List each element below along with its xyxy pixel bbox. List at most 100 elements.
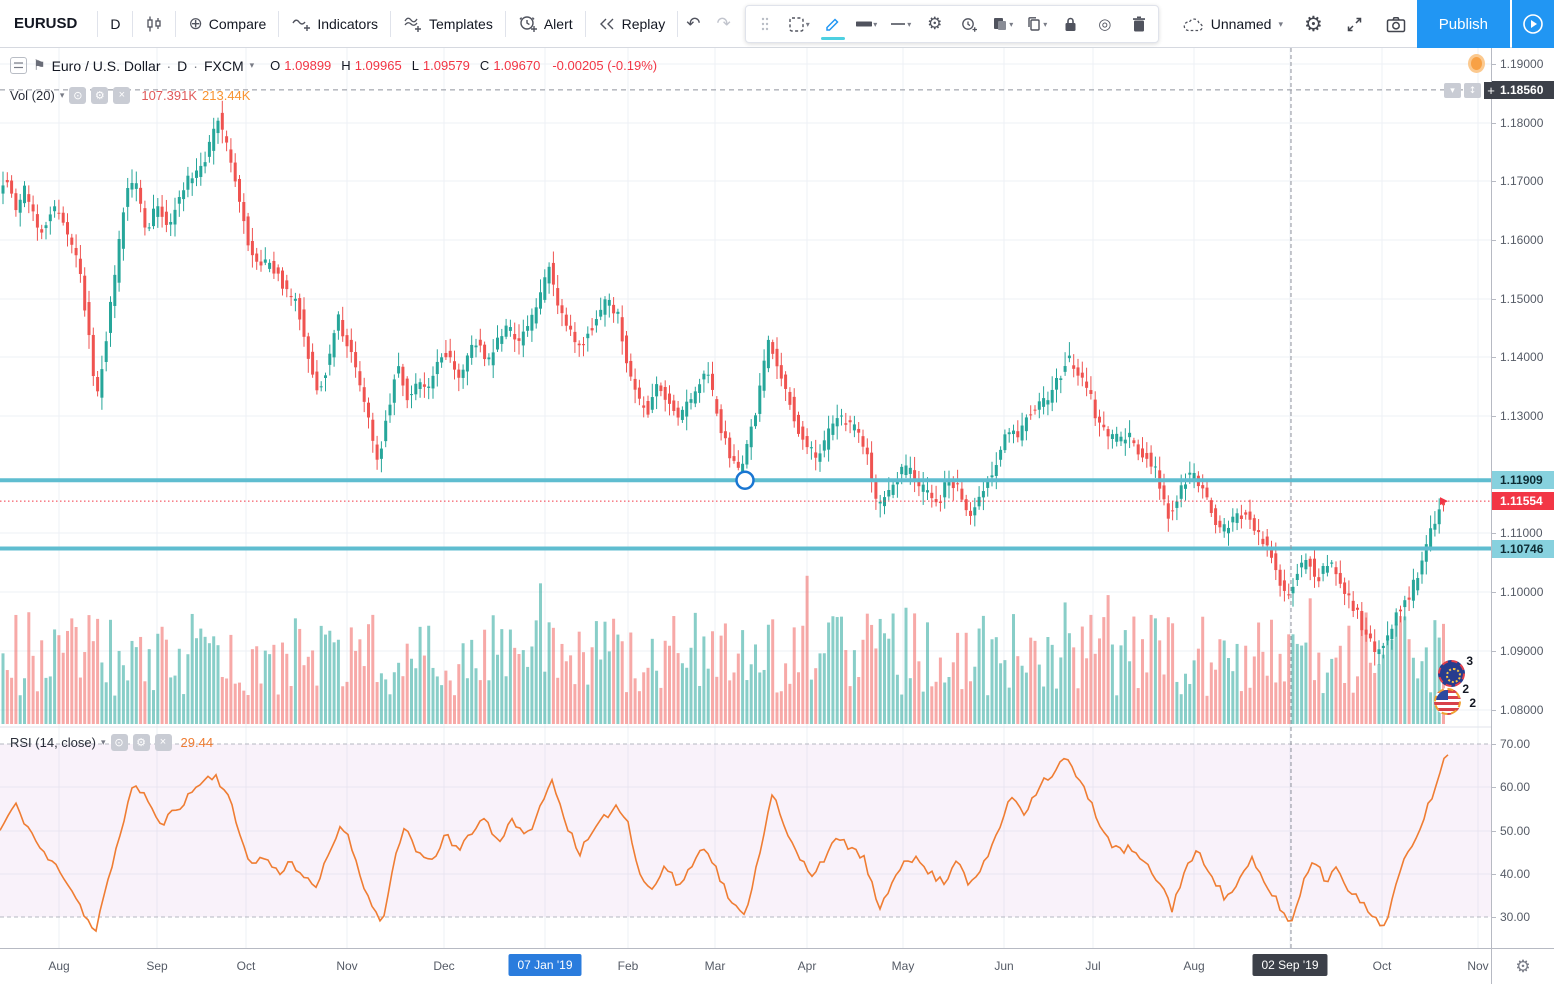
redo-button[interactable]: ↷	[716, 13, 731, 34]
symbol-search-button[interactable]: EURUSD	[14, 15, 78, 32]
time-tick-label: Nov	[1467, 959, 1489, 973]
open-label: O	[270, 58, 281, 73]
legend-menu-icon[interactable]	[10, 57, 27, 74]
add-alert-on-drawing-button[interactable]	[952, 7, 986, 41]
toolbar-separator	[504, 10, 506, 37]
templates-button[interactable]: Templates	[391, 0, 505, 48]
toolbar-separator	[278, 10, 280, 37]
alert-line-controls: ▾ ↕ +	[1444, 82, 1498, 99]
alert-button[interactable]: Alert	[506, 0, 585, 48]
chart-style-button[interactable]	[133, 0, 175, 48]
lock-button[interactable]	[1054, 7, 1088, 41]
alert-collapse-button[interactable]: ▾	[1444, 83, 1461, 98]
layout-name-label: Unnamed	[1210, 16, 1272, 32]
hide-drawings-button[interactable]: ◎	[1098, 15, 1112, 33]
volume-hide-icon[interactable]: ⊙	[69, 87, 87, 104]
notification-dot-icon[interactable]	[1468, 54, 1485, 73]
axis-tick-label: 1.09000	[1491, 644, 1544, 658]
price-badge[interactable]: 1.18560	[1492, 81, 1554, 99]
time-tick-label: Nov	[336, 959, 358, 973]
chevron-down-icon: ▾	[907, 19, 912, 29]
time-badge[interactable]: 02 Sep '19	[1252, 954, 1328, 976]
axis-tick-label: 1.16000	[1491, 233, 1544, 247]
rsi-remove-icon[interactable]: ×	[154, 734, 172, 751]
low-label: L	[411, 58, 419, 73]
interval-button[interactable]: D	[110, 15, 121, 32]
toolbar-separator	[175, 10, 177, 37]
alert-add-button[interactable]: +	[1484, 82, 1498, 99]
symbol-title[interactable]: Euro / U.S. Dollar	[51, 57, 161, 74]
volume-label[interactable]: Vol (20)	[10, 88, 55, 103]
rsi-label[interactable]: RSI (14, close)	[10, 735, 96, 750]
indicators-icon	[291, 15, 311, 33]
time-tick-label: Jun	[994, 959, 1014, 973]
gear-icon: ⚙	[1515, 956, 1531, 977]
drawing-settings-button[interactable]: ⚙	[927, 14, 943, 34]
indicators-label: Indicators	[317, 15, 379, 32]
snapshot-camera-button[interactable]	[1375, 16, 1417, 33]
chart-area[interactable]: ⚑ Euro / U.S. Dollar · D · FXCM ▾ O 1.09…	[0, 48, 1554, 984]
axis-tick-label: 1.15000	[1491, 292, 1544, 306]
alert-label: Alert	[543, 15, 573, 32]
us-event-marker[interactable]: 2 2	[1434, 682, 1476, 715]
compare-button[interactable]: ⊕ Compare	[176, 0, 278, 48]
time-tick-label: Oct	[236, 959, 256, 973]
us-flag-icon	[1434, 688, 1461, 715]
volume-remove-icon[interactable]: ×	[113, 87, 131, 104]
volume-settings-icon[interactable]: ⚙	[91, 87, 109, 104]
volume-ma-value: 213.44K	[202, 88, 251, 103]
toolbar-separator	[132, 10, 134, 37]
indicators-button[interactable]: Indicators	[279, 0, 390, 48]
price-chart-canvas[interactable]	[0, 48, 1491, 948]
time-tick-label: Apr	[797, 959, 817, 973]
chevron-down-icon[interactable]: ▾	[59, 90, 65, 100]
replay-button[interactable]: Replay	[586, 0, 678, 48]
remove-drawings-button[interactable]	[1122, 7, 1156, 41]
chart-properties-button[interactable]: ⚙	[1303, 12, 1323, 36]
symbol-exchange[interactable]: FXCM	[203, 57, 244, 74]
copy-button[interactable]: ▾	[1020, 7, 1054, 41]
price-badge[interactable]: 1.11554	[1492, 492, 1554, 510]
fullscreen-button[interactable]	[1334, 15, 1375, 34]
chevron-down-icon: ▾	[873, 19, 878, 29]
axis-tick-label: 30.00	[1491, 910, 1531, 924]
rsi-hide-icon[interactable]: ⊙	[110, 734, 128, 751]
drag-handle[interactable]	[748, 7, 782, 41]
line-style-button[interactable]: ▾	[884, 7, 918, 41]
selection-tool-button[interactable]: ▾	[782, 7, 816, 41]
undo-button[interactable]: ↶	[686, 13, 701, 34]
axis-tick-label: 1.14000	[1491, 350, 1544, 364]
ohlc-values: O 1.09899 H 1.09965 L 1.09579 C 1.09670 …	[270, 58, 657, 73]
time-tick-label: Sep	[146, 959, 168, 973]
publish-idea-play-button[interactable]	[1512, 0, 1554, 48]
axis-tick-label: 1.13000	[1491, 409, 1544, 423]
clone-button[interactable]: ▾	[986, 7, 1020, 41]
layout-menu-button[interactable]: Unnamed ▾	[1173, 16, 1293, 32]
chevron-down-icon[interactable]: ▾	[249, 60, 255, 70]
draw-tool-button[interactable]	[816, 7, 850, 41]
rsi-settings-icon[interactable]: ⚙	[132, 734, 150, 751]
price-badge[interactable]: 1.10746	[1492, 540, 1554, 558]
symbol-interval[interactable]: D	[177, 57, 188, 74]
price-badge[interactable]: 1.11909	[1492, 471, 1554, 489]
time-tick-label: Feb	[617, 959, 639, 973]
chevron-down-icon[interactable]: ▾	[100, 737, 106, 747]
chevron-down-icon: ▾	[1278, 18, 1283, 29]
symbol-legend: ⚑ Euro / U.S. Dollar · D · FXCM ▾ O 1.09…	[10, 57, 657, 74]
time-tick-label: Mar	[704, 959, 726, 973]
alert-move-button[interactable]: ↕	[1464, 83, 1481, 98]
eu-event-count: 3	[1466, 654, 1473, 668]
publish-button[interactable]: Publish	[1416, 0, 1510, 48]
eu-event-marker[interactable]: 3	[1438, 654, 1473, 687]
axis-tick-label: 1.08000	[1491, 703, 1544, 717]
drawing-toolbar: ▾ ▾ ▾ ⚙ ▾	[744, 5, 1159, 43]
axis-settings-corner[interactable]: ⚙	[1491, 948, 1554, 984]
line-width-button[interactable]: ▾	[850, 7, 884, 41]
toolbar-separator	[97, 10, 99, 37]
time-badge[interactable]: 07 Jan '19	[508, 954, 582, 976]
chevron-down-icon: ▾	[805, 19, 810, 29]
time-axis[interactable]: Aug Sep Oct Nov Dec Feb Mar Apr May Jun Jul Aug Oct N…	[0, 948, 1554, 984]
flag-icon[interactable]: ⚑	[33, 57, 46, 74]
high-label: H	[341, 58, 351, 73]
price-axis[interactable]: 1.19000 1.18000 1.17000 1.16000 1.15000 1.140…	[1491, 48, 1554, 948]
